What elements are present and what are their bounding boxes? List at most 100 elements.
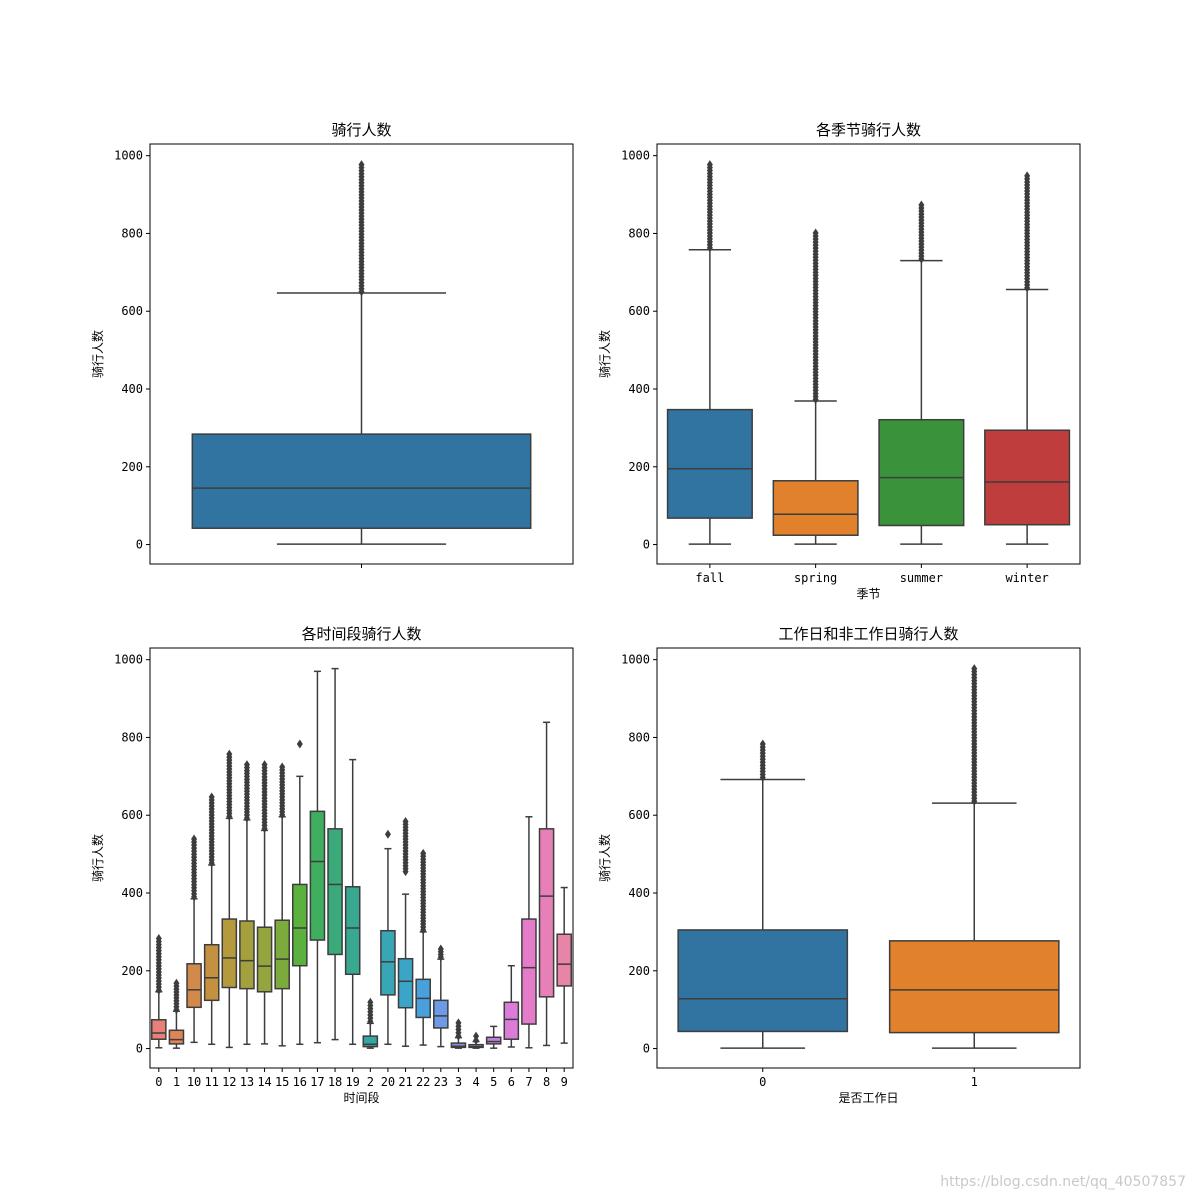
outlier-marker: [473, 1031, 480, 1041]
y-tick-label: 0: [643, 1042, 650, 1056]
x-tick-label: 13: [240, 1075, 254, 1089]
box-20: [380, 829, 396, 1046]
x-tick-label: 17: [310, 1075, 324, 1089]
box-12: [221, 749, 238, 1049]
box-body: [203, 943, 220, 1002]
outlier-marker: [296, 739, 303, 749]
x-axis-label: 是否工作日: [838, 1091, 898, 1105]
box-1: [168, 978, 185, 1049]
box-body: [344, 886, 361, 976]
outlier-marker: [437, 944, 444, 954]
y-tick-label: 1000: [621, 149, 650, 163]
box-5: [485, 1025, 502, 1049]
box-body: [168, 1029, 185, 1045]
box-body: [191, 433, 532, 529]
box-all: [191, 160, 532, 545]
outlier-marker: [191, 834, 198, 844]
x-tick-label: 16: [293, 1075, 307, 1089]
outliers: [261, 760, 268, 833]
box-3: [450, 1018, 467, 1049]
x-tick-label: 22: [416, 1075, 430, 1089]
x-tick-label: 14: [257, 1075, 271, 1089]
chart-title: 骑行人数: [331, 121, 391, 139]
y-tick-label: 0: [136, 1042, 143, 1056]
box-body: [256, 926, 273, 993]
box-body: [556, 933, 572, 987]
y-tick-label: 200: [121, 964, 143, 978]
y-axis-label: 骑行人数: [90, 834, 105, 882]
box-2: [362, 997, 379, 1049]
x-tick-label: 10: [187, 1075, 201, 1089]
outlier-marker: [384, 829, 391, 839]
outliers: [191, 834, 198, 902]
box-body: [151, 1019, 167, 1040]
y-tick-label: 400: [628, 382, 650, 396]
outliers: [279, 762, 286, 820]
box-body: [538, 828, 555, 998]
outlier-marker: [173, 978, 180, 988]
outlier-marker: [455, 1018, 462, 1028]
outliers: [473, 1031, 480, 1045]
box-body: [666, 408, 753, 519]
box-13: [239, 760, 255, 1046]
box-11: [203, 792, 220, 1046]
outlier-marker: [812, 228, 819, 238]
outliers: [155, 934, 162, 995]
chart-title: 各时间段骑行人数: [301, 625, 421, 643]
box-body: [521, 918, 537, 1025]
y-tick-label: 800: [628, 226, 650, 240]
box-body: [397, 957, 414, 1009]
box-spring: [772, 228, 859, 545]
y-tick-label: 800: [121, 226, 143, 240]
outlier-marker: [706, 160, 713, 170]
box-0: [677, 739, 849, 1049]
outlier-marker: [971, 664, 978, 674]
box-body: [362, 1035, 379, 1048]
outliers: [296, 739, 303, 749]
outliers: [759, 739, 766, 782]
box-body: [984, 429, 1071, 526]
outlier-marker: [226, 749, 233, 759]
outliers: [402, 816, 409, 877]
x-tick-label: 19: [345, 1075, 359, 1089]
box-22: [415, 848, 431, 1046]
outlier-marker: [367, 997, 374, 1007]
box-body: [292, 883, 308, 967]
x-tick-label: 12: [222, 1075, 236, 1089]
outliers: [1024, 171, 1031, 293]
chart-title: 工作日和非工作日骑行人数: [778, 625, 958, 643]
box-body: [677, 929, 849, 1033]
box-7: [521, 816, 537, 1049]
box-6: [503, 964, 520, 1048]
x-tick-label: spring: [794, 571, 837, 585]
outliers: [367, 997, 374, 1026]
box-body: [433, 999, 449, 1029]
outliers: [358, 160, 365, 297]
box-summer: [878, 200, 965, 545]
outlier-marker: [279, 762, 286, 772]
outliers: [420, 848, 427, 935]
y-tick-label: 600: [628, 304, 650, 318]
y-tick-label: 400: [628, 886, 650, 900]
x-tick-label: 6: [508, 1075, 515, 1089]
outliers: [918, 200, 925, 264]
box-15: [274, 762, 290, 1047]
outliers: [971, 664, 978, 806]
outliers: [226, 749, 233, 821]
x-tick-label: 20: [381, 1075, 395, 1089]
box-16: [292, 739, 308, 1046]
x-tick-label: fall: [695, 571, 724, 585]
x-axis-label: 季节: [856, 587, 880, 601]
x-tick-label: 4: [472, 1075, 479, 1089]
y-tick-label: 800: [628, 730, 650, 744]
chart-season: 各季节骑行人数 0 200 400 600 800 1000 骑行人数 fall spring su…: [597, 121, 1081, 601]
outlier-marker: [208, 792, 215, 802]
y-tick-label: 400: [121, 382, 143, 396]
y-tick-label: 200: [628, 964, 650, 978]
box-body: [503, 1001, 520, 1040]
box-body: [327, 828, 343, 956]
y-tick-label: 0: [136, 538, 143, 552]
box-1: [888, 664, 1060, 1049]
